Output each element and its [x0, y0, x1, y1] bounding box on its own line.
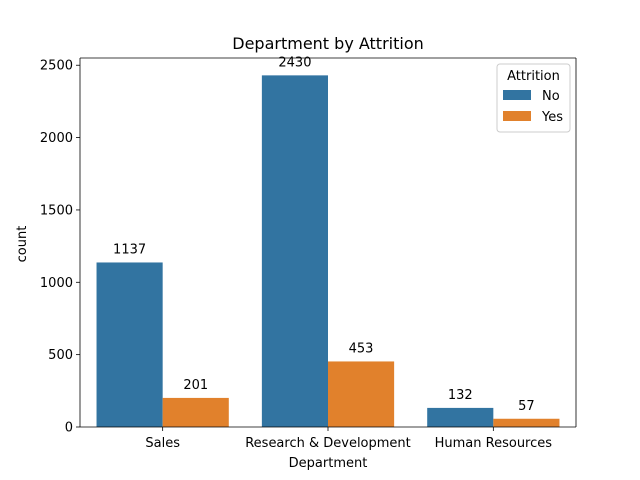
legend-entry: Yes: [541, 110, 563, 125]
y-tick-label: 0: [65, 421, 73, 436]
y-tick-label: 2000: [40, 131, 73, 146]
x-tick-label: Research & Development: [245, 436, 411, 451]
y-tick-label: 1000: [40, 276, 73, 291]
x-tick-label: Human Resources: [435, 436, 553, 451]
data-label: 2430: [278, 55, 311, 70]
y-tick-label: 2500: [40, 59, 73, 74]
data-label: 201: [183, 378, 208, 393]
bar: [96, 262, 163, 427]
x-axis-label: Department: [289, 456, 368, 471]
data-label: 132: [448, 388, 473, 403]
data-label: 1137: [113, 242, 146, 257]
plot-area: 1137 2430 132 201 453 57 0 500 1000 1500 2000 2500 S…: [40, 55, 577, 451]
legend-entry: No: [542, 89, 560, 104]
bar: [162, 397, 229, 427]
bar: [493, 418, 560, 427]
bar: [261, 75, 328, 427]
y-tick-label: 1500: [40, 203, 73, 218]
data-label: 57: [518, 399, 535, 414]
legend-swatch: [503, 111, 531, 121]
bar: [328, 361, 395, 427]
legend: Attrition No Yes: [496, 63, 571, 133]
bar: [427, 407, 494, 427]
chart-title: Department by Attrition: [232, 34, 424, 53]
y-axis-label: count: [15, 226, 30, 263]
legend-title: Attrition: [507, 69, 560, 84]
x-tick-label: Sales: [145, 436, 180, 451]
data-label: 453: [349, 341, 374, 356]
y-tick-label: 500: [48, 348, 73, 363]
legend-swatch: [503, 90, 531, 100]
